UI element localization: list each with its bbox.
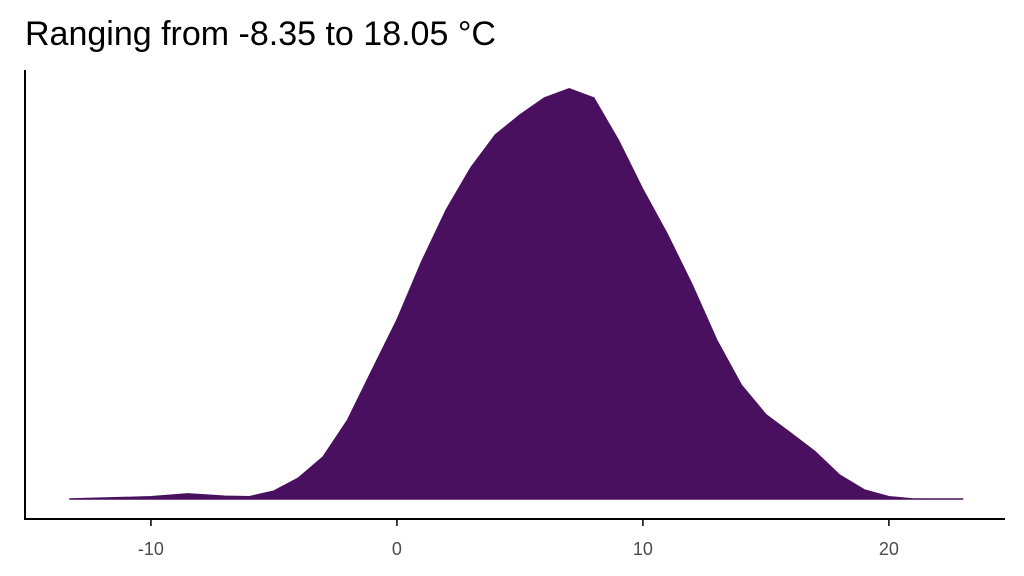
x-tick-label: 10 [633,539,653,559]
x-tick-label: 0 [392,539,402,559]
x-tick-label: 20 [879,539,899,559]
density-area [69,88,964,500]
chart-title: Ranging from -8.35 to 18.05 °C [25,15,496,53]
x-tick-label: -10 [138,539,164,559]
